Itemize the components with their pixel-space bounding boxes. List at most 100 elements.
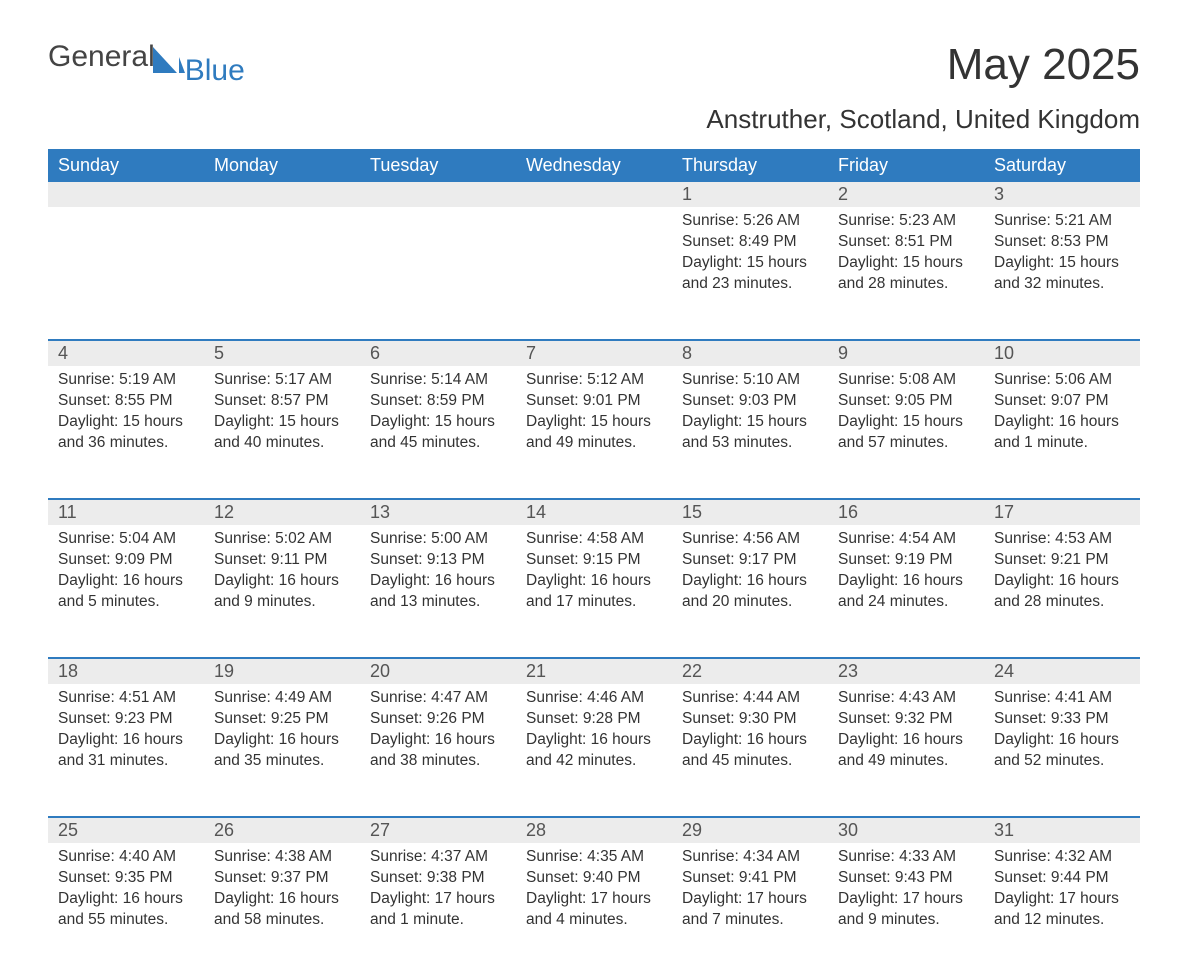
daylight-text: Daylight: 16 hours and 58 minutes.: [214, 889, 350, 931]
sunrise-text: Sunrise: 5:17 AM: [214, 370, 350, 391]
sunset-text: Sunset: 9:38 PM: [370, 868, 506, 889]
day-number: 17: [984, 500, 1140, 525]
day-cell: Sunrise: 4:37 AMSunset: 9:38 PMDaylight:…: [360, 843, 516, 975]
daylight-text: Daylight: 15 hours and 36 minutes.: [58, 412, 194, 454]
day-cell: Sunrise: 4:56 AMSunset: 9:17 PMDaylight:…: [672, 525, 828, 657]
day-cell: Sunrise: 4:49 AMSunset: 9:25 PMDaylight:…: [204, 684, 360, 816]
daylight-text: Daylight: 16 hours and 5 minutes.: [58, 571, 194, 613]
daylight-text: Daylight: 15 hours and 53 minutes.: [682, 412, 818, 454]
sunset-text: Sunset: 9:21 PM: [994, 550, 1130, 571]
sunset-text: Sunset: 9:01 PM: [526, 391, 662, 412]
day-cell: Sunrise: 5:08 AMSunset: 9:05 PMDaylight:…: [828, 366, 984, 498]
daylight-text: Daylight: 16 hours and 9 minutes.: [214, 571, 350, 613]
week-row: 11121314151617Sunrise: 5:04 AMSunset: 9:…: [48, 498, 1140, 657]
daylight-text: Daylight: 17 hours and 7 minutes.: [682, 889, 818, 931]
sunrise-text: Sunrise: 4:56 AM: [682, 529, 818, 550]
sunset-text: Sunset: 9:23 PM: [58, 709, 194, 730]
sunset-text: Sunset: 9:17 PM: [682, 550, 818, 571]
day-body-row: Sunrise: 5:04 AMSunset: 9:09 PMDaylight:…: [48, 525, 1140, 657]
sunset-text: Sunset: 9:26 PM: [370, 709, 506, 730]
dayname-mon: Monday: [204, 149, 360, 182]
dayname-fri: Friday: [828, 149, 984, 182]
day-number: 12: [204, 500, 360, 525]
sunset-text: Sunset: 9:40 PM: [526, 868, 662, 889]
sunset-text: Sunset: 9:13 PM: [370, 550, 506, 571]
day-number: 31: [984, 818, 1140, 843]
sunrise-text: Sunrise: 4:37 AM: [370, 847, 506, 868]
daylight-text: Daylight: 16 hours and 24 minutes.: [838, 571, 974, 613]
sunrise-text: Sunrise: 5:21 AM: [994, 211, 1130, 232]
day-number: 14: [516, 500, 672, 525]
sunrise-text: Sunrise: 5:04 AM: [58, 529, 194, 550]
sunset-text: Sunset: 9:30 PM: [682, 709, 818, 730]
day-cell: Sunrise: 5:02 AMSunset: 9:11 PMDaylight:…: [204, 525, 360, 657]
day-cell: Sunrise: 4:51 AMSunset: 9:23 PMDaylight:…: [48, 684, 204, 816]
sunset-text: Sunset: 9:33 PM: [994, 709, 1130, 730]
day-number: 3: [984, 182, 1140, 207]
day-number-row: 11121314151617: [48, 498, 1140, 525]
sunrise-text: Sunrise: 5:12 AM: [526, 370, 662, 391]
sunrise-text: Sunrise: 4:54 AM: [838, 529, 974, 550]
logo-text-blue: Blue: [185, 54, 245, 88]
sunset-text: Sunset: 9:35 PM: [58, 868, 194, 889]
day-cell: Sunrise: 5:06 AMSunset: 9:07 PMDaylight:…: [984, 366, 1140, 498]
day-cell: Sunrise: 5:00 AMSunset: 9:13 PMDaylight:…: [360, 525, 516, 657]
daylight-text: Daylight: 16 hours and 52 minutes.: [994, 730, 1130, 772]
day-number: 20: [360, 659, 516, 684]
day-number: 23: [828, 659, 984, 684]
day-number: 25: [48, 818, 204, 843]
daylight-text: Daylight: 16 hours and 45 minutes.: [682, 730, 818, 772]
daylight-text: Daylight: 16 hours and 17 minutes.: [526, 571, 662, 613]
sunset-text: Sunset: 9:37 PM: [214, 868, 350, 889]
sunset-text: Sunset: 8:51 PM: [838, 232, 974, 253]
sunrise-text: Sunrise: 4:58 AM: [526, 529, 662, 550]
day-number: 27: [360, 818, 516, 843]
sunset-text: Sunset: 9:43 PM: [838, 868, 974, 889]
logo-text-general: General: [48, 40, 155, 74]
day-cell: Sunrise: 4:35 AMSunset: 9:40 PMDaylight:…: [516, 843, 672, 975]
sunset-text: Sunset: 8:55 PM: [58, 391, 194, 412]
day-number-row: 18192021222324: [48, 657, 1140, 684]
day-cell: [516, 207, 672, 339]
day-number: 2: [828, 182, 984, 207]
week-row: 25262728293031Sunrise: 4:40 AMSunset: 9:…: [48, 816, 1140, 975]
daylight-text: Daylight: 15 hours and 57 minutes.: [838, 412, 974, 454]
sunset-text: Sunset: 9:28 PM: [526, 709, 662, 730]
day-body-row: Sunrise: 4:40 AMSunset: 9:35 PMDaylight:…: [48, 843, 1140, 975]
daylight-text: Daylight: 17 hours and 9 minutes.: [838, 889, 974, 931]
sunrise-text: Sunrise: 4:44 AM: [682, 688, 818, 709]
daylight-text: Daylight: 15 hours and 49 minutes.: [526, 412, 662, 454]
daylight-text: Daylight: 16 hours and 1 minute.: [994, 412, 1130, 454]
dayname-tue: Tuesday: [360, 149, 516, 182]
daylight-text: Daylight: 16 hours and 55 minutes.: [58, 889, 194, 931]
sunrise-text: Sunrise: 4:40 AM: [58, 847, 194, 868]
day-number: 28: [516, 818, 672, 843]
sunrise-text: Sunrise: 5:02 AM: [214, 529, 350, 550]
sunset-text: Sunset: 9:09 PM: [58, 550, 194, 571]
sunrise-text: Sunrise: 4:33 AM: [838, 847, 974, 868]
day-number: 26: [204, 818, 360, 843]
day-number: 1: [672, 182, 828, 207]
day-cell: Sunrise: 4:47 AMSunset: 9:26 PMDaylight:…: [360, 684, 516, 816]
sunset-text: Sunset: 9:44 PM: [994, 868, 1130, 889]
week-row: 45678910Sunrise: 5:19 AMSunset: 8:55 PMD…: [48, 339, 1140, 498]
sunrise-text: Sunrise: 4:49 AM: [214, 688, 350, 709]
sunset-text: Sunset: 9:07 PM: [994, 391, 1130, 412]
day-number: 13: [360, 500, 516, 525]
daylight-text: Daylight: 15 hours and 40 minutes.: [214, 412, 350, 454]
day-cell: Sunrise: 5:19 AMSunset: 8:55 PMDaylight:…: [48, 366, 204, 498]
day-cell: Sunrise: 5:17 AMSunset: 8:57 PMDaylight:…: [204, 366, 360, 498]
day-cell: Sunrise: 5:14 AMSunset: 8:59 PMDaylight:…: [360, 366, 516, 498]
day-cell: Sunrise: 4:38 AMSunset: 9:37 PMDaylight:…: [204, 843, 360, 975]
logo: General Blue: [48, 40, 251, 74]
sunset-text: Sunset: 9:15 PM: [526, 550, 662, 571]
sunrise-text: Sunrise: 4:41 AM: [994, 688, 1130, 709]
sunrise-text: Sunrise: 4:46 AM: [526, 688, 662, 709]
daylight-text: Daylight: 16 hours and 49 minutes.: [838, 730, 974, 772]
sunrise-text: Sunrise: 4:53 AM: [994, 529, 1130, 550]
day-number: 15: [672, 500, 828, 525]
dayname-sun: Sunday: [48, 149, 204, 182]
dayname-sat: Saturday: [984, 149, 1140, 182]
day-number: 8: [672, 341, 828, 366]
day-number: 18: [48, 659, 204, 684]
